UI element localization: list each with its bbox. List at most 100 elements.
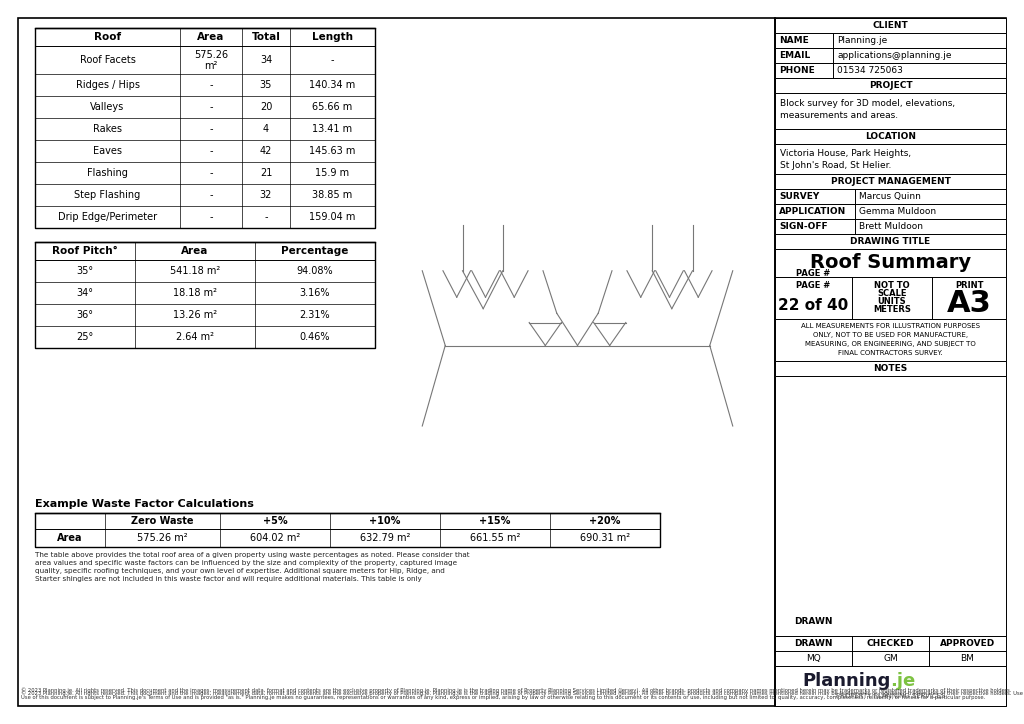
Bar	[18, 18, 775, 706]
Bar	[775, 666, 1006, 706]
Text: Brett Muldoon: Brett Muldoon	[859, 222, 923, 231]
Bar	[775, 361, 1006, 376]
Text: 13.26 m²: 13.26 m²	[173, 310, 217, 320]
Text: Total: Total	[252, 32, 281, 42]
Text: MEASURING, OR ENGINEERING, AND SUBJECT TO: MEASURING, OR ENGINEERING, AND SUBJECT T…	[805, 341, 976, 347]
Text: PROJECT: PROJECT	[868, 81, 912, 90]
Text: 575.26 m²: 575.26 m²	[137, 533, 187, 543]
Text: The table above provides the total roof area of a given property using waste per: The table above provides the total roof …	[35, 552, 470, 558]
Text: -: -	[209, 124, 213, 134]
Text: MQ: MQ	[806, 654, 821, 663]
Text: 34°: 34°	[77, 288, 93, 298]
Bar	[775, 78, 1006, 93]
Text: Area: Area	[198, 32, 224, 42]
Text: APPLICATION: APPLICATION	[779, 207, 846, 216]
Text: 94.08%: 94.08%	[297, 266, 334, 276]
Bar	[775, 189, 1006, 204]
Bar	[775, 277, 1006, 319]
Text: 2.64 m²: 2.64 m²	[176, 332, 214, 342]
Text: 35: 35	[260, 80, 272, 90]
Text: Area: Area	[57, 533, 83, 543]
Text: Block survey for 3D model, elevations,: Block survey for 3D model, elevations,	[780, 98, 955, 107]
Text: Example Waste Factor Calculations: Example Waste Factor Calculations	[35, 499, 254, 509]
Bar	[775, 144, 1006, 174]
Text: 145.63 m: 145.63 m	[309, 146, 355, 156]
Text: CLIENT: CLIENT	[872, 21, 908, 30]
Text: applications@planning.je: applications@planning.je	[837, 51, 951, 60]
Text: -: -	[209, 212, 213, 222]
Text: Ridges / Hips: Ridges / Hips	[76, 80, 139, 90]
Text: +5%: +5%	[263, 516, 288, 526]
Text: © 2023 Planning.je. All rights reserved. This document and the images, measureme: © 2023 Planning.je. All rights reserved.…	[22, 690, 1024, 696]
Text: PAGE #: PAGE #	[797, 269, 830, 279]
Bar	[775, 93, 1006, 129]
Text: 0.46%: 0.46%	[300, 332, 331, 342]
Text: NOT TO: NOT TO	[874, 282, 909, 290]
Text: PROPERTY PLANNING SERVICES: PROPERTY PLANNING SERVICES	[836, 693, 945, 699]
Text: 36°: 36°	[77, 310, 93, 320]
Text: 541.18 m²: 541.18 m²	[170, 266, 220, 276]
Text: Marcus Quinn: Marcus Quinn	[859, 192, 921, 201]
Bar	[775, 48, 1006, 63]
Text: 632.79 m²: 632.79 m²	[359, 533, 411, 543]
Text: Step Flashing: Step Flashing	[75, 190, 140, 200]
Text: 22 of 40: 22 of 40	[778, 298, 849, 313]
Text: Roof Summary: Roof Summary	[810, 253, 971, 272]
Text: m²: m²	[205, 61, 218, 71]
Text: BM: BM	[961, 654, 975, 663]
Text: St John's Road, St Helier.: St John's Road, St Helier.	[780, 161, 891, 169]
Text: .je: .je	[891, 672, 915, 690]
Text: Eaves: Eaves	[93, 146, 122, 156]
Text: 20: 20	[260, 102, 272, 112]
Text: -: -	[209, 102, 213, 112]
Text: Rakes: Rakes	[93, 124, 122, 134]
Text: SCALE: SCALE	[878, 290, 906, 298]
Bar	[775, 204, 1006, 219]
Text: CHECKED: CHECKED	[866, 639, 914, 648]
Bar	[775, 376, 1006, 636]
Text: -: -	[209, 190, 213, 200]
Text: Area: Area	[181, 246, 209, 256]
Bar	[775, 636, 1006, 666]
Text: 34: 34	[260, 55, 272, 65]
Text: Roof Pitch°: Roof Pitch°	[52, 246, 118, 256]
Text: 25°: 25°	[77, 332, 93, 342]
Text: PROJECT MANAGEMENT: PROJECT MANAGEMENT	[830, 177, 950, 186]
Text: UNITS: UNITS	[878, 297, 906, 306]
Text: 01534 725063: 01534 725063	[837, 66, 903, 75]
Text: EMAIL: EMAIL	[779, 51, 810, 60]
Text: 690.31 m²: 690.31 m²	[580, 533, 630, 543]
Bar	[775, 18, 1006, 706]
Text: NAME: NAME	[779, 36, 809, 45]
Text: Roof Facets: Roof Facets	[80, 55, 135, 65]
Text: Planning.je: Planning.je	[837, 36, 887, 45]
Bar	[775, 63, 1006, 78]
Text: Use of this document is subject to Planning.je's Terms of Use and is provided "a: Use of this document is subject to Plann…	[22, 694, 985, 699]
Text: 21: 21	[260, 168, 272, 178]
Text: Flashing: Flashing	[87, 168, 128, 178]
Text: 4: 4	[263, 124, 269, 134]
Text: Gemma Muldoon: Gemma Muldoon	[859, 207, 936, 216]
Bar	[775, 249, 1006, 277]
Text: +10%: +10%	[370, 516, 400, 526]
Text: SURVEY: SURVEY	[779, 192, 819, 201]
Text: PRINT: PRINT	[954, 282, 983, 290]
Text: 2.31%: 2.31%	[300, 310, 331, 320]
Bar	[35, 242, 375, 348]
Text: Victoria House, Park Heights,: Victoria House, Park Heights,	[780, 148, 911, 158]
Text: 18.18 m²: 18.18 m²	[173, 288, 217, 298]
Text: A3: A3	[946, 288, 991, 318]
Bar	[775, 319, 1006, 361]
Text: 575.26: 575.26	[194, 50, 228, 60]
Text: 661.55 m²: 661.55 m²	[470, 533, 520, 543]
Text: quality, specific roofing techniques, and your own level of expertise. Additiona: quality, specific roofing techniques, an…	[35, 568, 444, 574]
Text: Valleys: Valleys	[90, 102, 125, 112]
Bar	[35, 513, 660, 547]
Text: 140.34 m: 140.34 m	[309, 80, 355, 90]
Text: 15.9 m: 15.9 m	[315, 168, 349, 178]
Text: 35°: 35°	[77, 266, 93, 276]
Text: ALL MEASUREMENTS FOR ILLUSTRATION PURPOSES: ALL MEASUREMENTS FOR ILLUSTRATION PURPOS…	[801, 323, 980, 329]
Text: Length: Length	[312, 32, 353, 42]
Text: Zero Waste: Zero Waste	[131, 516, 194, 526]
Text: 38.85 m: 38.85 m	[312, 190, 352, 200]
